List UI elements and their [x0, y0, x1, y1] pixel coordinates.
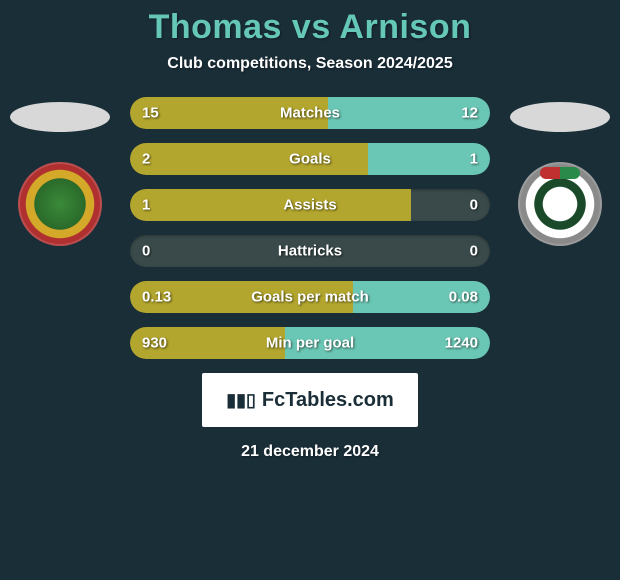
stat-value-right: 1 — [470, 151, 478, 168]
stat-bars: 15 12 Matches 2 1 Goals 1 0 Assists 0 0 Hattricks 0.… — [130, 97, 490, 359]
stat-bar: 0.13 0.08 Goals per match — [130, 281, 490, 313]
stat-label: Min per goal — [266, 335, 354, 352]
stat-value-left: 0.13 — [142, 289, 171, 306]
club-badge-left — [18, 162, 102, 246]
stat-value-left: 0 — [142, 243, 150, 260]
bar-fill-left — [130, 189, 411, 221]
stat-label: Hattricks — [278, 243, 342, 260]
chart-icon: ▮▮▯ — [226, 390, 256, 411]
stat-value-left: 930 — [142, 335, 167, 352]
branding-box: ▮▮▯ FcTables.com — [202, 373, 418, 427]
left-player-col — [10, 97, 110, 246]
stat-value-left: 15 — [142, 105, 159, 122]
stat-bar: 15 12 Matches — [130, 97, 490, 129]
stat-bar: 1 0 Assists — [130, 189, 490, 221]
comparison-infographic: Thomas vs Arnison Club competitions, Sea… — [0, 0, 620, 461]
date-label: 21 december 2024 — [0, 443, 620, 461]
stat-value-right: 0 — [470, 243, 478, 260]
comparison-area: 15 12 Matches 2 1 Goals 1 0 Assists 0 0 Hattricks 0.… — [0, 97, 620, 359]
branding-text: FcTables.com — [262, 389, 394, 412]
player-silhouette-right — [510, 102, 610, 132]
club-badge-right — [518, 162, 602, 246]
stat-label: Assists — [283, 197, 336, 214]
stat-bar: 2 1 Goals — [130, 143, 490, 175]
stat-value-right: 0.08 — [449, 289, 478, 306]
right-player-col — [510, 97, 610, 246]
stat-value-right: 0 — [470, 197, 478, 214]
stat-bar: 0 0 Hattricks — [130, 235, 490, 267]
page-title: Thomas vs Arnison — [0, 8, 620, 47]
player-silhouette-left — [10, 102, 110, 132]
stat-value-left: 1 — [142, 197, 150, 214]
stat-value-left: 2 — [142, 151, 150, 168]
stat-value-right: 1240 — [445, 335, 478, 352]
stat-label: Goals — [289, 151, 331, 168]
stat-value-right: 12 — [461, 105, 478, 122]
stat-bar: 930 1240 Min per goal — [130, 327, 490, 359]
page-subtitle: Club competitions, Season 2024/2025 — [0, 55, 620, 73]
bar-fill-left — [130, 143, 368, 175]
stat-label: Goals per match — [251, 289, 369, 306]
stat-label: Matches — [280, 105, 340, 122]
